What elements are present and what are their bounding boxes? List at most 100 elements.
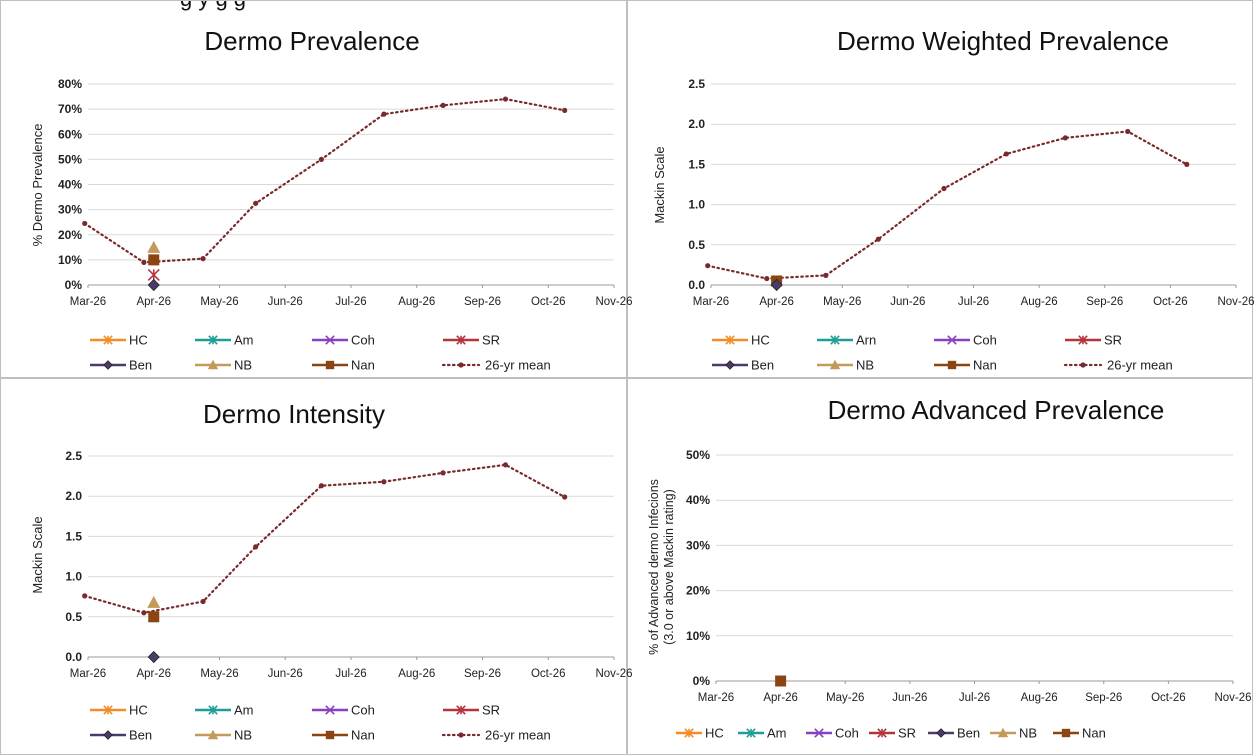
mean-series-point	[200, 598, 206, 605]
y-tick-label: 0%	[65, 278, 83, 292]
x-tick-label: Apr-26	[136, 668, 171, 680]
legend-swatch-marker	[458, 732, 464, 738]
x-tick-label: Oct-26	[531, 668, 566, 680]
legend-entry: NB	[195, 358, 252, 373]
chart-title: Dermo Weighted Prevalence	[837, 26, 1169, 56]
y-tick-label: 70%	[58, 102, 82, 116]
legend-label: Coh	[973, 333, 997, 348]
legend-entry: SR	[1065, 333, 1122, 348]
legend-label: Nan	[973, 358, 997, 373]
legend-entry: HC	[90, 703, 148, 718]
x-tick-label: Jul-26	[335, 296, 366, 308]
y-axis-label: (3.0 or above Mackin rating)	[662, 489, 676, 645]
legend-swatch-marker	[103, 360, 113, 370]
x-tick-label: Jun-26	[268, 296, 303, 308]
legend-label: NB	[856, 358, 874, 373]
x-tick-label: Jul-26	[958, 296, 989, 308]
legend-label: NB	[234, 358, 252, 373]
legend-entry: Ben	[90, 728, 152, 743]
x-tick-label: Nov-26	[595, 296, 632, 308]
legend-label: SR	[898, 726, 916, 741]
legend-swatch-marker	[103, 730, 113, 740]
marker-nan	[148, 611, 160, 623]
legend-label: HC	[751, 333, 770, 348]
panel-border-prevalence	[0, 0, 627, 378]
x-tick-label: Apr-26	[136, 296, 171, 308]
y-tick-label: 10%	[58, 253, 82, 267]
legend-swatch-marker-b	[814, 728, 824, 738]
legend-swatch-marker	[1080, 362, 1086, 368]
legend-entry: Ben	[928, 726, 980, 741]
y-tick-label: 1.0	[65, 570, 82, 584]
legend-label: Ben	[957, 726, 980, 741]
y-tick-label: 40%	[686, 493, 710, 507]
legend-swatch-marker-b	[325, 335, 335, 345]
y-tick-label: 0.5	[688, 238, 705, 252]
x-tick-label: Sep-26	[464, 668, 501, 680]
legend-swatch-marker	[829, 359, 841, 370]
mean-series-point	[253, 200, 259, 206]
y-tick-label: 60%	[58, 127, 82, 141]
marker-ben	[147, 278, 160, 292]
mean-series-point	[562, 107, 568, 113]
x-tick-label: Aug-26	[1021, 692, 1058, 704]
x-tick-label: Mar-26	[70, 668, 106, 680]
mean-series-point	[381, 111, 387, 117]
mean-series-point	[253, 544, 259, 550]
chart-title: Dermo Advanced Prevalence	[828, 395, 1165, 425]
mean-series-line	[83, 97, 566, 264]
x-tick-label: Sep-26	[464, 296, 501, 308]
legend-label: Arn	[856, 333, 876, 348]
legend-label: Am	[234, 703, 254, 718]
legend-label: HC	[129, 333, 148, 348]
y-tick-label: 0%	[693, 674, 711, 688]
x-tick-label: Jun-26	[890, 296, 925, 308]
legend-entry: Coh	[312, 333, 375, 348]
legend-label: 26-yr mean	[485, 358, 551, 373]
mean-series-point	[200, 256, 206, 262]
legend-entry: SR	[869, 726, 916, 741]
marker-nan	[775, 675, 787, 687]
chart-weighted: Dermo Weighted Prevalence 0.0 0.5 1.0 1.5 2.0…	[652, 26, 1254, 373]
x-tick-label: Aug-26	[398, 668, 435, 680]
x-tick-label: May-26	[200, 296, 238, 308]
legend-entry: Coh	[806, 726, 859, 741]
legend-entry: Am	[195, 703, 254, 718]
legend-label: Coh	[351, 333, 375, 348]
legend-label: Am	[234, 333, 254, 348]
y-tick-label: 0.5	[65, 610, 82, 624]
x-tick-label: Sep-26	[1085, 692, 1122, 704]
legend-label: SR	[482, 703, 500, 718]
x-tick-label: Aug-26	[1021, 296, 1058, 308]
mean-series-point	[1062, 135, 1068, 141]
legend-label: Coh	[351, 703, 375, 718]
chart-prevalence: Dermo Prevalence 0% 10% 20% 30% 40% 50% 60% 70% 8…	[30, 26, 633, 373]
legend-swatch-marker	[1061, 728, 1071, 738]
legend-label: 26-yr mean	[485, 728, 551, 743]
legend-entry: NB	[990, 726, 1037, 741]
x-tick-label: Jul-26	[335, 668, 366, 680]
legend-label: NB	[1019, 726, 1037, 741]
x-tick-label: Sep-26	[1086, 296, 1123, 308]
legend-label: Am	[767, 726, 787, 741]
y-tick-label: 1.5	[688, 157, 705, 171]
legend-entry: 26-yr mean	[441, 358, 551, 373]
y-tick-label: 2.0	[688, 117, 705, 131]
y-tick-label: 50%	[58, 152, 82, 166]
y-tick-label: 1.0	[688, 198, 705, 212]
y-tick-label: 20%	[686, 584, 710, 598]
x-tick-label: Jun-26	[268, 668, 303, 680]
legend-label: SR	[1104, 333, 1122, 348]
mean-series-point	[502, 96, 509, 102]
legend-label: HC	[705, 726, 724, 741]
legend-entry: NB	[817, 358, 874, 373]
y-tick-label: 50%	[686, 448, 710, 462]
legend-entry: Nan	[312, 358, 375, 373]
legend-entry: SR	[443, 333, 500, 348]
legend-swatch-marker	[207, 359, 219, 370]
chart-title: Dermo Prevalence	[204, 26, 419, 56]
legend-entry: NB	[195, 728, 252, 743]
mean-series-point	[82, 220, 88, 227]
x-tick-label: Mar-26	[70, 296, 106, 308]
mean-series-point	[562, 494, 568, 500]
